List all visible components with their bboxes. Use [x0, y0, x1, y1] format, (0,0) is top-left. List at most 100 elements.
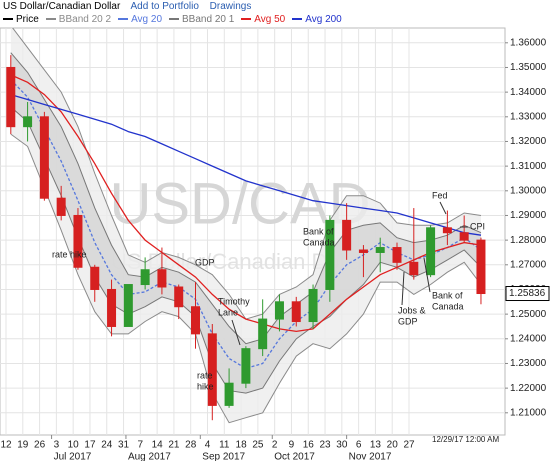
x-tick-label: 14 [152, 440, 164, 451]
candle-body [207, 333, 217, 406]
candle-body [358, 249, 368, 253]
annotation: Timothy [218, 296, 250, 306]
x-tick-label: 18 [236, 440, 248, 451]
x-tick-label: 19 [17, 440, 29, 451]
x-tick-label: 4 [205, 440, 211, 451]
candle-body [291, 301, 301, 323]
chart-title: US Dollar/Canadian Dollar [3, 1, 121, 12]
x-tick-label: 30 [336, 440, 348, 451]
y-tick-label: 1.32000 [510, 136, 547, 147]
y-tick-label: 1.22000 [510, 383, 547, 394]
moving-average [10, 93, 482, 236]
y-tick-label: 1.21000 [510, 407, 547, 418]
x-tick-label: 25 [252, 440, 264, 451]
annotation: GDP [398, 316, 418, 326]
month-label: Nov 2017 [349, 452, 392, 461]
x-tick-label: 10 [68, 440, 80, 451]
candle-body [274, 301, 284, 320]
candle-body [39, 116, 49, 199]
candle-body [258, 318, 268, 350]
legend-swatch [241, 18, 252, 21]
candle-body [56, 197, 66, 216]
annotation-pointer [439, 201, 447, 215]
legend-swatch [45, 18, 56, 21]
band-lower [10, 106, 482, 394]
annotation-pointer [423, 257, 431, 293]
x-tick-label: 24 [101, 440, 113, 451]
candle-body [191, 306, 201, 335]
legend-item: Avg 20 [118, 14, 162, 25]
month-label: Oct 2017 [274, 452, 315, 461]
candle-body [392, 247, 402, 263]
annotation: rate [197, 370, 213, 380]
annotation: Jobs & [398, 305, 426, 315]
legend-label: Avg 20 [131, 14, 163, 25]
y-tick-label: 1.36000 [510, 37, 547, 48]
annotation: Lane [218, 307, 238, 317]
header: US Dollar/Canadian Dollar Add to Portfol… [0, 0, 550, 28]
candle-body [426, 227, 436, 276]
candle-body [90, 266, 100, 290]
legend-label: BBand 20 1 [182, 14, 235, 25]
x-tick-label: 26 [34, 440, 46, 451]
y-tick-label: 1.24000 [510, 333, 547, 344]
legend-swatch [169, 18, 180, 21]
band-upper [10, 52, 482, 345]
candle-body [409, 261, 419, 276]
candle-body [224, 382, 234, 406]
annotation: hike [197, 381, 214, 391]
x-tick-label: 17 [84, 440, 96, 451]
candle-body [342, 219, 352, 251]
candle-body [442, 227, 452, 234]
candle-body [375, 247, 385, 253]
legend-label: BBand 20 2 [58, 14, 112, 25]
candle-body [23, 116, 33, 128]
candle-body [174, 286, 184, 308]
legend-item: Avg 200 [292, 14, 342, 25]
candle-body [325, 219, 335, 290]
y-tick-label: 1.34000 [510, 87, 547, 98]
y-tick-label: 1.23000 [510, 358, 547, 369]
last-price-box [505, 286, 550, 302]
x-tick-label: 13 [370, 440, 382, 451]
annotation: Fed [432, 190, 448, 200]
x-tick-label: 21 [168, 440, 180, 451]
timestamp: 12/29/17 12:00 AM [432, 435, 500, 444]
add-portfolio-link[interactable]: Add to Portfolio [130, 1, 199, 12]
y-tick-label: 1.29000 [510, 210, 547, 221]
candle-body [73, 214, 83, 268]
candle-body [476, 239, 486, 295]
annotation: GDP [195, 257, 215, 267]
annotation-pointer [401, 271, 405, 306]
candle-body [107, 288, 117, 327]
last-price-label: 1.25836 [509, 288, 546, 299]
month-label: Aug 2017 [128, 452, 171, 461]
candle-body [459, 232, 469, 241]
month-label: Sep 2017 [202, 452, 245, 461]
candle-body [157, 269, 167, 288]
y-tick-label: 1.35000 [510, 62, 547, 73]
y-tick-label: 1.27000 [510, 259, 547, 270]
y-tick-label: 1.28000 [510, 235, 547, 246]
moving-average [10, 74, 482, 333]
legend-item: Avg 50 [241, 14, 285, 25]
month-label: Jul 2017 [54, 452, 92, 461]
y-tick-label: 1.31000 [510, 161, 547, 172]
annotation: CPI [470, 221, 485, 231]
x-tick-label: 31 [118, 440, 130, 451]
drawings-link[interactable]: Drawings [209, 1, 252, 12]
legend-label: Avg 200 [305, 14, 342, 25]
band-lower [10, 133, 482, 424]
legend-item: BBand 20 1 [169, 14, 234, 25]
legend-swatch [3, 18, 13, 21]
x-tick-label: 7 [138, 440, 144, 451]
header-row: US Dollar/Canadian Dollar Add to Portfol… [3, 1, 259, 12]
x-tick-label: 16 [303, 440, 315, 451]
x-tick-label: 2 [272, 440, 278, 451]
x-tick-label: 27 [403, 440, 415, 451]
annotation-pointer [231, 319, 241, 346]
annotation: Canada [303, 237, 335, 247]
candle-body [123, 284, 133, 327]
